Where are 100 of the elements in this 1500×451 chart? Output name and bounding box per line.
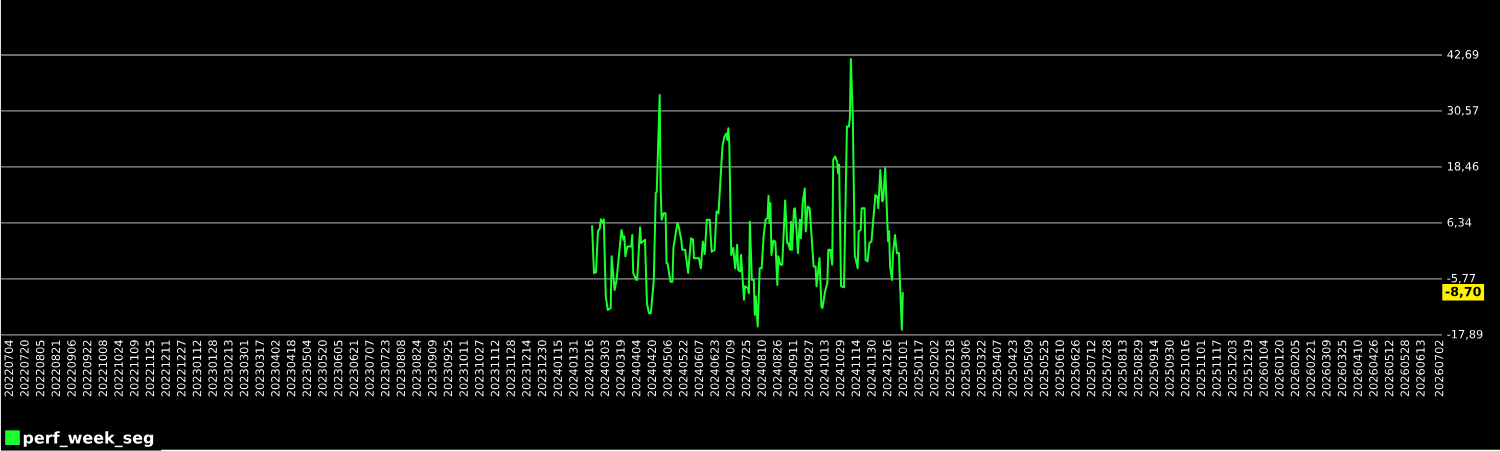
x-tick-label: 20230808 (396, 340, 406, 397)
y-tick-label: 30,57 (1447, 106, 1479, 116)
x-tick-label: 20250930 (1165, 340, 1174, 397)
x-tick-label: 20260702 (1434, 340, 1444, 397)
x-tick-label: 20221008 (98, 340, 108, 397)
x-tick-label: 20240404 (631, 340, 641, 397)
x-tick-label: 20250914 (1149, 340, 1159, 397)
x-tick-label: 20260426 (1369, 340, 1378, 397)
legend-label: perf_week_seg (23, 431, 154, 448)
x-tick-label: 20260104 (1259, 340, 1268, 397)
x-tick-label: 20250218 (945, 340, 955, 397)
x-tick-label: 20250813 (1118, 340, 1127, 397)
x-tick-label: 20230418 (286, 340, 296, 397)
x-tick-label: 20230824 (412, 340, 421, 397)
x-tick-label: 20240303 (600, 340, 610, 397)
x-tick-label: 20220720 (20, 340, 29, 397)
x-tick-label: 20241216 (882, 340, 892, 397)
x-tick-label: 20230213 (224, 340, 233, 397)
x-tick-label: 20230723 (380, 340, 390, 397)
x-tick-label: 20250202 (929, 340, 939, 397)
x-tick-label: 20221227 (177, 340, 186, 397)
x-tick-label: 20251203 (1227, 340, 1237, 397)
x-tick-label: 20251219 (1243, 340, 1253, 397)
x-tick-label: 20230707 (365, 340, 374, 397)
x-tick-label: 20250322 (976, 340, 986, 397)
x-tick-label: 20240506 (663, 340, 672, 397)
x-tick-label: 20240927 (804, 340, 813, 397)
x-tick-label: 20241114 (851, 340, 861, 397)
x-tick-label: 20230317 (255, 340, 264, 397)
x-tick-label: 20230909 (427, 340, 437, 397)
annotation: -8,70 (1445, 286, 1481, 299)
x-tick-label: 20230402 (271, 340, 280, 397)
x-tick-label: 20221109 (129, 340, 139, 397)
x-tick-label: 20260613 (1416, 340, 1425, 397)
x-tick-label: 20260205 (1290, 340, 1300, 397)
x-tick-label: 20240319 (616, 340, 625, 397)
x-tick-label: 20231011 (459, 340, 468, 397)
x-tick-label: 20240131 (569, 340, 578, 397)
x-tick-label: 20230504 (302, 340, 312, 397)
x-tick-label: 20240709 (726, 340, 735, 397)
x-tick-label: 20220704 (4, 340, 14, 397)
x-tick-label: 20230301 (239, 340, 249, 397)
x-tick-label: 20241029 (835, 340, 845, 397)
x-tick-label: 20250610 (1055, 340, 1064, 397)
x-tick-label: 20250117 (914, 340, 923, 397)
x-tick-label: 20240522 (678, 340, 688, 397)
x-tick-label: 20260325 (1337, 340, 1347, 397)
x-tick-label: 20240607 (694, 340, 704, 397)
x-tick-label: 20230605 (333, 340, 343, 397)
x-tick-label: 20240725 (741, 340, 751, 397)
x-tick-label: 20250525 (1039, 340, 1049, 397)
x-tick-label: 20251016 (1180, 340, 1190, 397)
x-tick-label: 20231027 (475, 340, 484, 397)
x-tick-label: 20231112 (490, 340, 500, 397)
x-tick-label: 20250509 (1024, 340, 1033, 397)
x-tick-label: 20260221 (1306, 340, 1315, 397)
x-tick-label: 20241013 (820, 340, 829, 397)
x-tick-label: 20251101 (1196, 340, 1206, 397)
x-tick-label: 20250407 (992, 340, 1002, 397)
x-tick-label: 20221125 (145, 340, 155, 397)
y-tick-label: -17,89 (1447, 330, 1483, 340)
x-tick-label: 20230925 (443, 340, 453, 397)
x-tick-label: 20220922 (82, 340, 92, 397)
x-tick-label: 20240810 (757, 340, 766, 397)
x-tick-label: 20240216 (584, 340, 594, 397)
y-tick-label: 18,46 (1447, 162, 1479, 172)
x-tick-label: 20250306 (961, 340, 970, 397)
x-tick-label: 20250101 (898, 340, 908, 397)
x-tick-label: 20250712 (1086, 340, 1096, 397)
x-tick-label: 20240623 (710, 340, 719, 397)
x-tick-label: 20250626 (1071, 340, 1080, 397)
x-tick-label: 20250829 (1133, 340, 1143, 397)
x-tick-label: 20221024 (114, 340, 123, 397)
x-tick-label: 20260309 (1322, 340, 1331, 397)
x-tick-label: 20230128 (208, 340, 217, 397)
x-tick-label: 20260410 (1353, 340, 1362, 397)
x-tick-label: 20250423 (1008, 340, 1017, 397)
x-tick-label: 20220821 (51, 340, 61, 397)
x-tick-label: 20260120 (1275, 340, 1284, 397)
x-tick-label: 20241130 (867, 340, 876, 397)
x-tick-label: 20230621 (349, 340, 359, 397)
y-tick-label: 6,34 (1447, 218, 1472, 228)
x-tick-label: 20220805 (35, 340, 45, 397)
y-tick-label: 42,69 (1447, 50, 1479, 60)
x-tick-label: 20250728 (1102, 340, 1112, 397)
line-series (591, 58, 904, 331)
x-tick-label: 20231128 (506, 340, 515, 397)
x-tick-label: 20240826 (773, 340, 782, 397)
x-tick-label: 20231214 (522, 340, 531, 397)
y-tick-label: -5,77 (1447, 274, 1476, 284)
x-tick-label: 20240420 (647, 340, 657, 397)
x-tick-label: 20240911 (788, 340, 798, 397)
x-tick-label: 20260528 (1400, 340, 1410, 397)
x-tick-label: 20230112 (192, 340, 202, 397)
x-tick-label: 20240115 (553, 340, 563, 397)
x-tick-label: 20221211 (161, 340, 170, 397)
x-tick-label: 20251117 (1212, 340, 1221, 397)
x-tick-label: 20260512 (1384, 340, 1394, 397)
x-tick-label: 20230520 (318, 340, 327, 397)
x-tick-label: 20231230 (537, 340, 547, 397)
